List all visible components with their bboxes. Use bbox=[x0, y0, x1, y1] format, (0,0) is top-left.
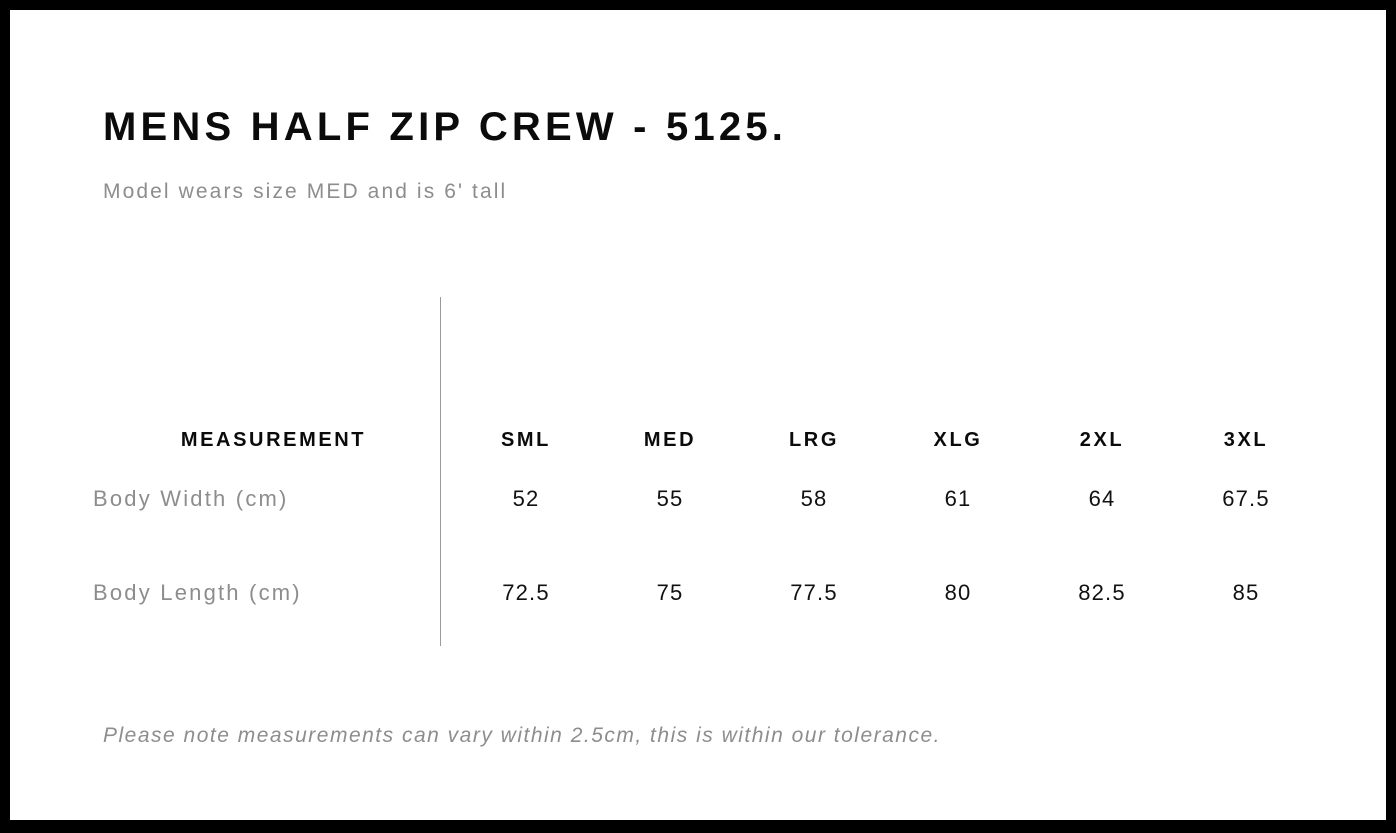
cell-body-length-2xl: 82.5 bbox=[1078, 580, 1126, 605]
cell-body-length-sml: 72.5 bbox=[502, 580, 550, 605]
cell-body-length-3xl: 85 bbox=[1232, 580, 1260, 605]
chart-header: MENS HALF ZIP CREW - 5125. Model wears s… bbox=[103, 105, 1303, 203]
table-row: Body Length (cm) 72.5 75 77.5 80 82.5 85 bbox=[93, 546, 1318, 640]
column-header-sml: SML bbox=[500, 429, 552, 451]
size-table: MEASUREMENT SML MED LRG XLG 2XL 3XL Body… bbox=[93, 297, 1318, 640]
table-header-row: MEASUREMENT SML MED LRG XLG 2XL 3XL bbox=[93, 297, 1318, 452]
cell-body-length-med: 75 bbox=[656, 580, 684, 605]
size-table-container: MEASUREMENT SML MED LRG XLG 2XL 3XL Body… bbox=[10, 297, 1386, 647]
column-header-med: MED bbox=[643, 429, 697, 451]
cell-body-width-lrg: 58 bbox=[800, 486, 828, 511]
row-label-body-width: Body Width (cm) bbox=[93, 486, 289, 511]
row-label-body-length: Body Length (cm) bbox=[93, 580, 302, 605]
page-subtitle: Model wears size MED and is 6' tall bbox=[103, 180, 508, 203]
cell-body-width-3xl: 67.5 bbox=[1222, 486, 1270, 511]
table-row: Body Width (cm) 52 55 58 61 64 67.5 bbox=[93, 452, 1318, 546]
page-title: MENS HALF ZIP CREW - 5125. bbox=[103, 105, 788, 149]
size-chart-card: MENS HALF ZIP CREW - 5125. Model wears s… bbox=[10, 10, 1386, 820]
cell-body-width-xlg: 61 bbox=[944, 486, 972, 511]
column-header-xlg: XLG bbox=[933, 429, 983, 451]
cell-body-width-sml: 52 bbox=[512, 486, 540, 511]
cell-body-length-lrg: 77.5 bbox=[790, 580, 838, 605]
cell-body-width-2xl: 64 bbox=[1088, 486, 1116, 511]
column-header-3xl: 3XL bbox=[1223, 429, 1269, 451]
chart-footer: Please note measurements can vary within… bbox=[103, 724, 1353, 747]
column-header-measurement: MEASUREMENT bbox=[180, 429, 367, 451]
cell-body-length-xlg: 80 bbox=[944, 580, 972, 605]
cell-body-width-med: 55 bbox=[656, 486, 684, 511]
tolerance-note: Please note measurements can vary within… bbox=[103, 724, 942, 747]
column-divider bbox=[440, 297, 441, 646]
column-header-lrg: LRG bbox=[788, 429, 840, 451]
column-header-2xl: 2XL bbox=[1079, 429, 1125, 451]
